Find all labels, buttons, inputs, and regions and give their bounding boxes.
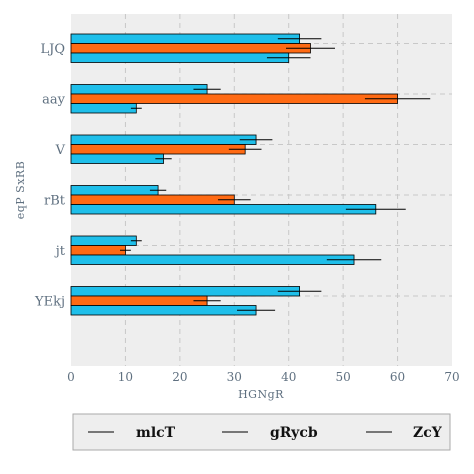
x-axis-ticks: 0 10 20 30 40 50 60 70	[67, 370, 459, 384]
x-tick-label-2: 20	[172, 370, 187, 384]
bar-mlcT-jt	[70, 235, 137, 246]
y-axis-title: eqP SxRB	[14, 161, 27, 220]
legend-label-gRycb: gRycb	[270, 425, 318, 441]
y-category-label-0: LJQ	[40, 42, 65, 57]
x-axis-title: HGNgR	[238, 388, 284, 401]
x-tick-label-7: 70	[444, 370, 459, 384]
error-bars	[119, 38, 431, 311]
y-category-label-4: jt	[54, 244, 66, 259]
bar-gRycb-YEkj	[70, 295, 208, 306]
legend-label-mlcT: mlcT	[136, 425, 176, 441]
bar-ZcY-jt	[70, 254, 355, 265]
bar-gRycb-aay	[70, 93, 398, 104]
bar-gRycb-LJQ	[70, 43, 311, 54]
bar-ZcY-rBt	[70, 204, 377, 215]
bar-ZcY-V	[70, 153, 164, 164]
bar-ZcY-aay	[70, 103, 137, 114]
bar-gRycb-rBt	[70, 194, 235, 205]
bar-gRycb-V	[70, 144, 246, 155]
y-category-label-1: aay	[42, 92, 66, 107]
y-category-label-3: rBt	[44, 193, 66, 208]
bar-ZcY-YEkj	[70, 305, 257, 316]
bar-mlcT-LJQ	[70, 33, 301, 44]
x-tick-label-4: 40	[281, 370, 296, 384]
y-category-label-5: YEkj	[34, 294, 65, 309]
legend: mlcT gRycb ZcY	[88, 425, 443, 441]
x-tick-label-1: 10	[118, 370, 133, 384]
bar-mlcT-YEkj	[70, 286, 301, 297]
x-tick-label-5: 50	[336, 370, 351, 384]
bar-ZcY-LJQ	[70, 52, 290, 63]
bar-mlcT-aay	[70, 84, 208, 95]
legend-box	[72, 413, 451, 451]
x-tick-label-6: 60	[390, 370, 405, 384]
bar-mlcT-rBt	[70, 185, 159, 196]
legend-label-ZcY: ZcY	[413, 425, 443, 441]
x-tick-label-3: 30	[227, 370, 242, 384]
bar-mlcT-V	[70, 134, 257, 145]
bar-gRycb-jt	[70, 245, 126, 256]
y-category-label-2: V	[55, 143, 66, 158]
x-tick-label-0: 0	[67, 370, 75, 384]
